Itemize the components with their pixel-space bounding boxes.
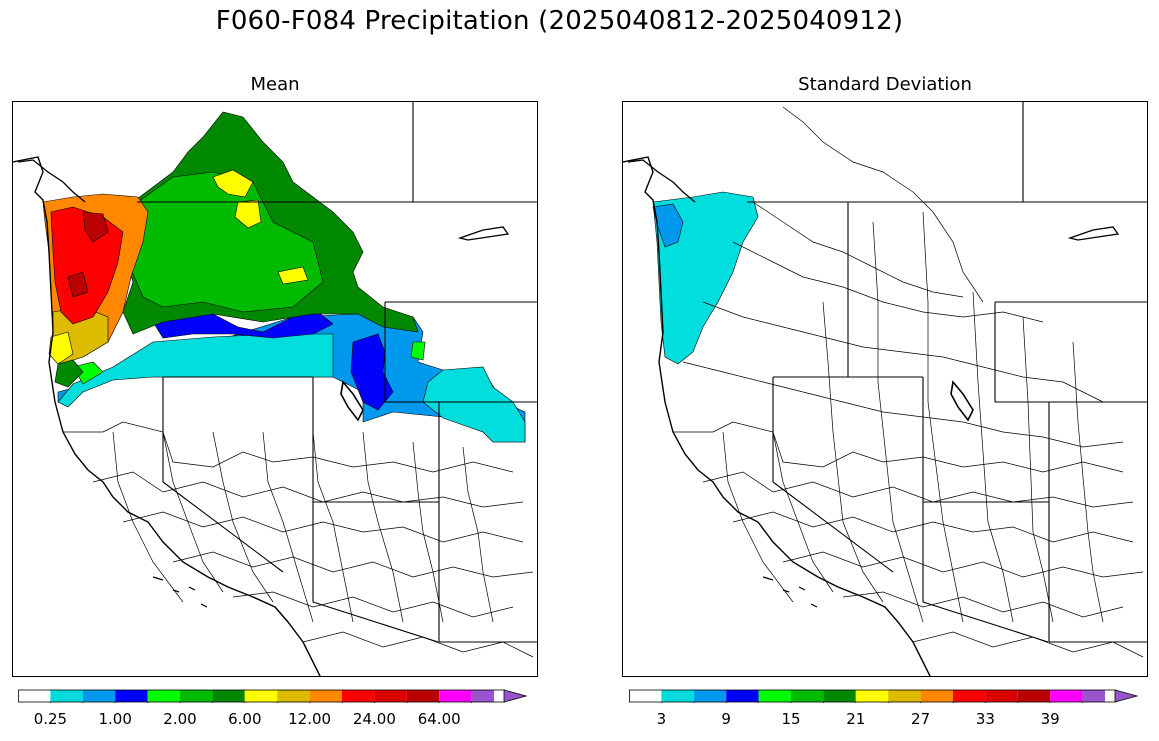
stddev-great-salt-lake (950, 380, 974, 422)
stddev-colorbar-label: 21 (846, 710, 866, 728)
mean-colorbar-label: 64.00 (417, 710, 461, 728)
mean-basin-outlines (13, 102, 537, 676)
stddev-colorbar-label: 39 (1040, 710, 1060, 728)
stddev-panel-title: Standard Deviation (798, 74, 972, 95)
stddev-colorbar-extend-arrow (1114, 689, 1139, 703)
mean-region-lightgreen (72, 341, 426, 385)
stddev-colorbar-label: 15 (781, 710, 801, 728)
mean-puget-sound (17, 159, 86, 203)
stddev-colorbar-cell (726, 690, 759, 702)
mean-map[interactable] (12, 101, 538, 677)
mean-colorbar-cell (244, 690, 278, 702)
mean-colorbar-cell (406, 690, 440, 702)
stddev-colorbar-cell (758, 690, 791, 702)
stddev-colorbar-cell (953, 690, 986, 702)
stddev-map[interactable] (622, 101, 1148, 677)
mean-colorbar-label: 24.00 (352, 710, 396, 728)
mean-region-darkred (67, 211, 109, 298)
mean-panel-title: Mean (250, 74, 300, 95)
mean-colorbar-cell (180, 690, 213, 702)
stddev-colorbar-label: 27 (911, 710, 931, 728)
stddev-field (652, 191, 759, 365)
mean-colorbar-labels: 0.25 1.00 2.00 6.00 12.00 24.00 64.00 (18, 710, 532, 730)
mean-region-blue-band (152, 311, 334, 339)
mean-coastline (13, 156, 321, 676)
mean-state-borders (137, 102, 537, 643)
mean-colorbar-cell (277, 690, 310, 702)
stddev-colorbar-cell (1082, 690, 1105, 702)
mean-colorbar-cell (50, 690, 83, 702)
stddev-channel-islands (762, 576, 818, 608)
mean-region-yellow-1 (212, 169, 254, 198)
stddev-colorbar-labels: 3 9 15 21 27 33 39 (629, 710, 1143, 730)
mean-colorbar-cell (439, 690, 472, 702)
stddev-colorbar-cell (855, 690, 889, 702)
mean-region-yellow-3 (277, 266, 309, 285)
stddev-colorbar-label: 9 (721, 710, 731, 728)
mean-colorbar-extend-arrow (503, 689, 528, 703)
figure-title: F060-F084 Precipitation (2025040812-2025… (215, 6, 904, 36)
stddev-puget-sound (627, 159, 696, 203)
mean-map-canvas (13, 102, 537, 676)
stddev-colorbar-cell (1017, 690, 1051, 702)
mean-colorbar-cell (82, 690, 116, 702)
stddev-colorbar-label: 33 (975, 710, 995, 728)
mean-region-green (127, 171, 324, 313)
stddev-colorbar-cell (629, 690, 662, 702)
mean-colorbar-label: 12.00 (288, 710, 332, 728)
mean-region-yellow-2 (234, 199, 262, 229)
mean-colorbar-cell (309, 690, 342, 702)
stddev-colorbar-cell (920, 690, 953, 702)
mean-colorbar (18, 689, 528, 703)
mean-colorbar-cell (18, 690, 51, 702)
mean-colorbar-cell (342, 690, 375, 702)
mean-colorbar-label: 2.00 (163, 710, 197, 728)
stddev-colorbar-cell (823, 690, 856, 702)
mean-colorbar-cell (115, 690, 148, 702)
stddev-state-borders (747, 102, 1147, 643)
stddev-colorbar-cell (985, 690, 1018, 702)
mean-region-blue-east (350, 333, 394, 411)
stddev-colorbar-cell (661, 690, 694, 702)
mean-colorbar-cell (212, 690, 245, 702)
stddev-colorbar-cell (693, 690, 727, 702)
stddev-lake-michigan-like (1067, 226, 1120, 241)
mean-precip-field (42, 111, 526, 443)
mean-colorbar-label: 0.25 (33, 710, 68, 728)
mean-colorbar-cell (471, 690, 494, 702)
stddev-colorbar (629, 689, 1139, 703)
mean-great-salt-lake (340, 380, 364, 422)
mean-region-yellow-coast (48, 331, 74, 365)
stddev-colorbar-cell (888, 690, 921, 702)
mean-colorbar-label: 6.00 (228, 710, 262, 728)
stddev-basin-outlines (623, 102, 1147, 676)
mean-lake-michigan-like (457, 226, 510, 241)
mean-region-darkgreen-coast (54, 359, 84, 388)
mean-region-cyan-east (422, 366, 526, 443)
stddev-coastline (623, 156, 931, 676)
stddev-colorbar-cell (791, 690, 824, 702)
stddev-colorbar-cell (1050, 690, 1083, 702)
mean-colorbar-cell (374, 690, 407, 702)
mean-channel-islands (152, 576, 208, 608)
mean-colorbar-cell (147, 690, 180, 702)
stddev-map-canvas (623, 102, 1147, 676)
mean-colorbar-label: 1.00 (98, 710, 132, 728)
stddev-colorbar-label: 3 (656, 710, 667, 728)
